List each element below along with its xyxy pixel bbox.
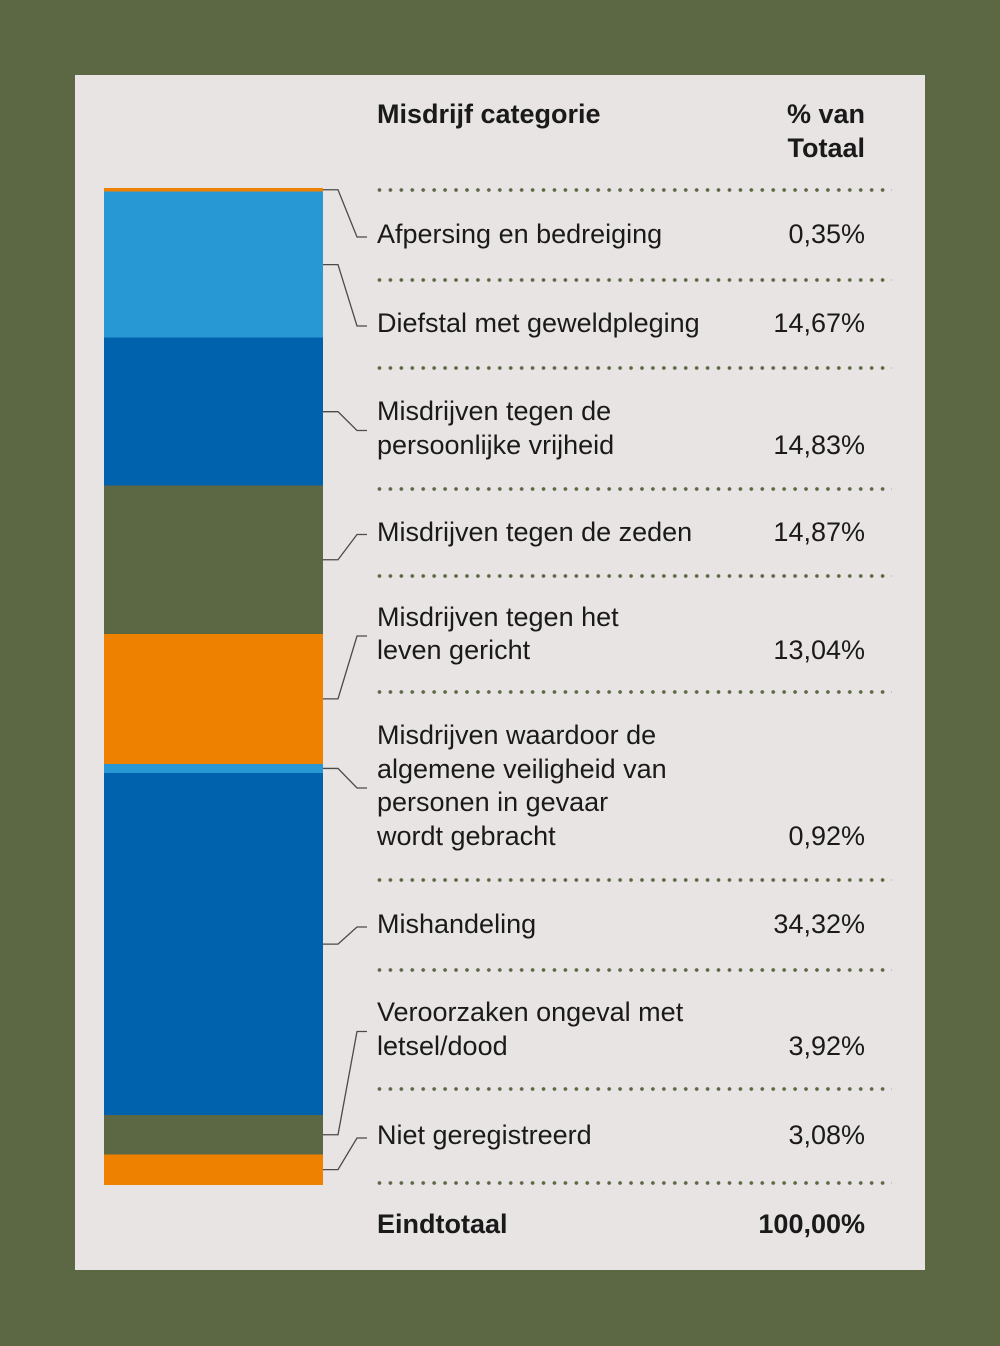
total-label: Eindtotaal [377, 1209, 508, 1240]
table-row: Misdrijven waardoor de algemene veilighe… [377, 694, 892, 878]
stacked-bar-chart [104, 188, 367, 1185]
category-label: Diefstal met geweldpleging [377, 308, 700, 339]
table-row: Misdrijven tegen de zeden 14,87% [377, 491, 892, 574]
bar-segment [104, 188, 323, 192]
table-row: Mishandeling 34,32% [377, 882, 892, 968]
header-percent: % van Totaal [786, 99, 865, 163]
percent-value: 3,92% [788, 1030, 865, 1061]
row-divider [377, 366, 892, 370]
bar-segment [104, 337, 323, 486]
percent-value: 0,92% [788, 820, 865, 851]
bar-segment [104, 773, 323, 1116]
bar-segment [104, 1154, 323, 1185]
connector-line [323, 263, 367, 327]
bar-segment [104, 485, 323, 634]
percent-value: 14,83% [773, 429, 865, 460]
table-row-content: Misdrijven tegen de persoonlijke vrijhei… [377, 395, 865, 462]
category-label: Misdrijven waardoor de algemene veilighe… [377, 720, 667, 851]
percent-value: 34,32% [773, 909, 865, 940]
connector-line [323, 411, 367, 432]
table-row: Misdrijven tegen de persoonlijke vrijhei… [377, 370, 892, 487]
percent-value: 13,04% [773, 635, 865, 665]
table-header: Misdrijf categorie % van Totaal [377, 98, 892, 188]
category-label: Misdrijven tegen het leven gericht [377, 601, 619, 666]
bar-segment [104, 1115, 323, 1155]
connector-line [323, 635, 367, 700]
category-label: Misdrijven tegen de zeden [377, 516, 693, 547]
category-label: Mishandeling [377, 909, 537, 940]
row-divider [377, 690, 892, 694]
infographic-panel: Misdrijf categorie % van Totaal Afpersin… [75, 75, 925, 1270]
connector-line [323, 767, 367, 789]
table-row: Veroorzaken ongeval met letsel/dood 3,92% [377, 972, 892, 1087]
row-divider [377, 1181, 892, 1185]
row-divider [377, 878, 892, 882]
bar-segment [104, 763, 323, 774]
bar-segment [104, 191, 323, 338]
table-row: Diefstal met geweldpleging 14,67% [377, 282, 892, 366]
row-divider [377, 1087, 892, 1091]
table-row-content: Afpersing en bedreiging 0,35% [377, 218, 865, 252]
table-body: Afpersing en bedreiging 0,35% Diefstal met… [377, 188, 892, 1185]
percent-value: 3,08% [788, 1120, 865, 1151]
table-row-content: Misdrijven tegen de zeden 14,87% [377, 516, 865, 550]
row-divider [377, 968, 892, 972]
connector-line [323, 926, 367, 945]
category-label: Afpersing en bedreiging [377, 219, 663, 250]
table-row-content: Misdrijven tegen het leven gericht 13,04% [377, 601, 865, 668]
table-row-content: Niet geregistreerd 3,08% [377, 1119, 865, 1153]
category-label: Veroorzaken ongeval met letsel/dood [377, 997, 684, 1061]
connector-line [323, 533, 367, 561]
percent-value: 0,35% [788, 219, 865, 250]
percent-value: 14,87% [773, 516, 865, 547]
connector-line [323, 189, 367, 238]
table-row: Niet geregistreerd 3,08% [377, 1091, 892, 1181]
table-row: Afpersing en bedreiging 0,35% [377, 192, 892, 278]
row-divider [377, 278, 892, 282]
category-table: Misdrijf categorie % van Totaal Afpersin… [377, 98, 892, 1265]
total-value: 100,00% [758, 1209, 865, 1240]
total-row: Eindtotaal 100,00% [377, 1185, 892, 1265]
header-category: Misdrijf categorie [377, 99, 601, 129]
percent-value: 14,67% [773, 308, 865, 339]
bar-segment [104, 633, 323, 764]
category-label: Misdrijven tegen de persoonlijke vrijhei… [377, 396, 615, 460]
table-row: Misdrijven tegen het leven gericht 13,04% [377, 578, 892, 690]
stacked-bar [104, 188, 323, 1185]
row-divider [377, 574, 892, 578]
table-row-content: Diefstal met geweldpleging 14,67% [377, 307, 865, 341]
table-row-content: Veroorzaken ongeval met letsel/dood 3,92% [377, 996, 865, 1063]
connector-lines [323, 189, 367, 1171]
row-divider [377, 487, 892, 491]
table-row-content: Mishandeling 34,32% [377, 908, 865, 942]
table-row-content: Misdrijven waardoor de algemene veilighe… [377, 719, 865, 853]
row-divider [377, 188, 892, 192]
connector-line [323, 1030, 367, 1136]
category-label: Niet geregistreerd [377, 1120, 592, 1151]
connector-line [323, 1137, 367, 1171]
